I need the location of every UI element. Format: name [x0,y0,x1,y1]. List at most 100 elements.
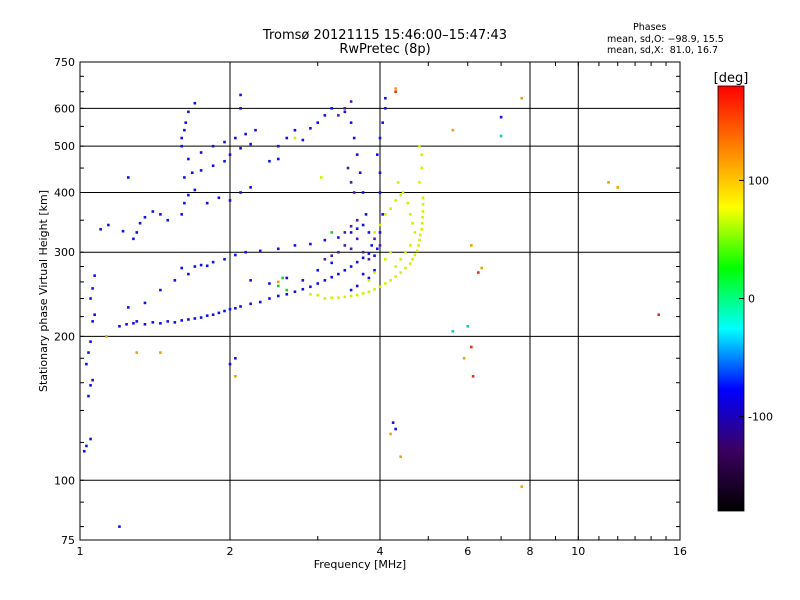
data-point [285,136,289,140]
data-point [234,375,237,378]
data-point [276,157,280,161]
data-point [132,237,135,241]
data-point [361,250,365,254]
data-point [343,244,347,247]
data-point [358,171,362,175]
data-point [316,121,320,124]
data-point [234,306,237,310]
data-point [343,107,347,110]
data-point [420,221,424,225]
y-tick-label: 750 [54,56,75,69]
data-point [378,285,382,289]
data-point [477,271,480,274]
data-point [391,421,395,424]
data-point [420,228,423,231]
data-point [330,261,334,265]
data-point [258,249,262,253]
data-point [323,279,327,282]
data-point [355,227,359,230]
data-point [285,276,289,280]
data-point [401,191,405,194]
data-point [143,322,147,326]
data-point [316,268,320,272]
data-point [193,317,197,320]
data-point [199,151,203,154]
data-point [223,140,226,144]
data-point [520,96,524,100]
data-point [418,238,421,242]
data-point [330,296,334,299]
data-point [320,176,323,179]
y-axis-label: Stationary phase Virtual Height [km] [37,190,50,392]
data-point [211,164,215,168]
data-point [361,292,365,295]
data-point [151,321,155,324]
data-point [211,313,215,317]
data-point [451,128,455,132]
x-tick-label: 4 [377,545,384,558]
data-point [293,128,297,132]
data-point [99,228,102,231]
data-point [352,191,356,194]
chart-title: Tromsø 20121115 15:46:00–15:47:43 [262,28,508,43]
data-point [361,223,365,227]
data-point [249,142,252,146]
y-tick-label: 500 [54,140,75,153]
data-point [249,279,252,282]
data-point [91,378,94,382]
data-point [389,432,392,436]
data-point [276,284,280,288]
data-point [268,159,271,163]
data-point [309,292,312,296]
data-point [355,260,359,264]
data-point [143,301,147,305]
data-point [301,138,305,142]
data-point [187,110,190,114]
data-point [281,276,284,280]
data-point [370,244,374,247]
data-point [389,250,392,254]
data-point [462,356,466,360]
data-point [471,375,475,378]
data-point [138,221,142,225]
data-point [394,90,397,94]
data-point [234,356,237,360]
data-point [228,307,232,311]
y-tick-label: 600 [54,102,75,115]
data-point [375,247,379,251]
data-point [349,288,353,292]
data-point [330,254,334,258]
data-point [159,213,162,216]
data-point [418,181,421,184]
data-point [184,121,188,124]
data-point [187,157,190,161]
data-point [199,316,203,319]
data-point [355,293,359,297]
data-point [373,254,376,258]
data-point [349,247,353,251]
data-point [211,260,215,264]
data-point [91,320,94,323]
data-point [367,276,371,280]
data-point [384,107,387,110]
data-point [343,110,347,114]
data-point [408,244,412,247]
data-point [211,144,215,148]
data-point [394,87,397,90]
data-point [183,128,186,132]
data-point [126,176,130,179]
data-point [404,266,407,270]
data-point [349,121,353,124]
data-point [381,213,384,216]
data-point [361,191,365,194]
data-point [187,318,190,321]
y-tick-label: 200 [54,330,75,343]
data-point [337,272,340,276]
data-point [159,351,162,354]
data-point [375,153,379,156]
data-point [173,321,177,324]
data-point [91,287,94,290]
data-point [268,282,271,285]
data-point [293,244,297,247]
colorbar-tick-label: 0 [748,293,755,306]
